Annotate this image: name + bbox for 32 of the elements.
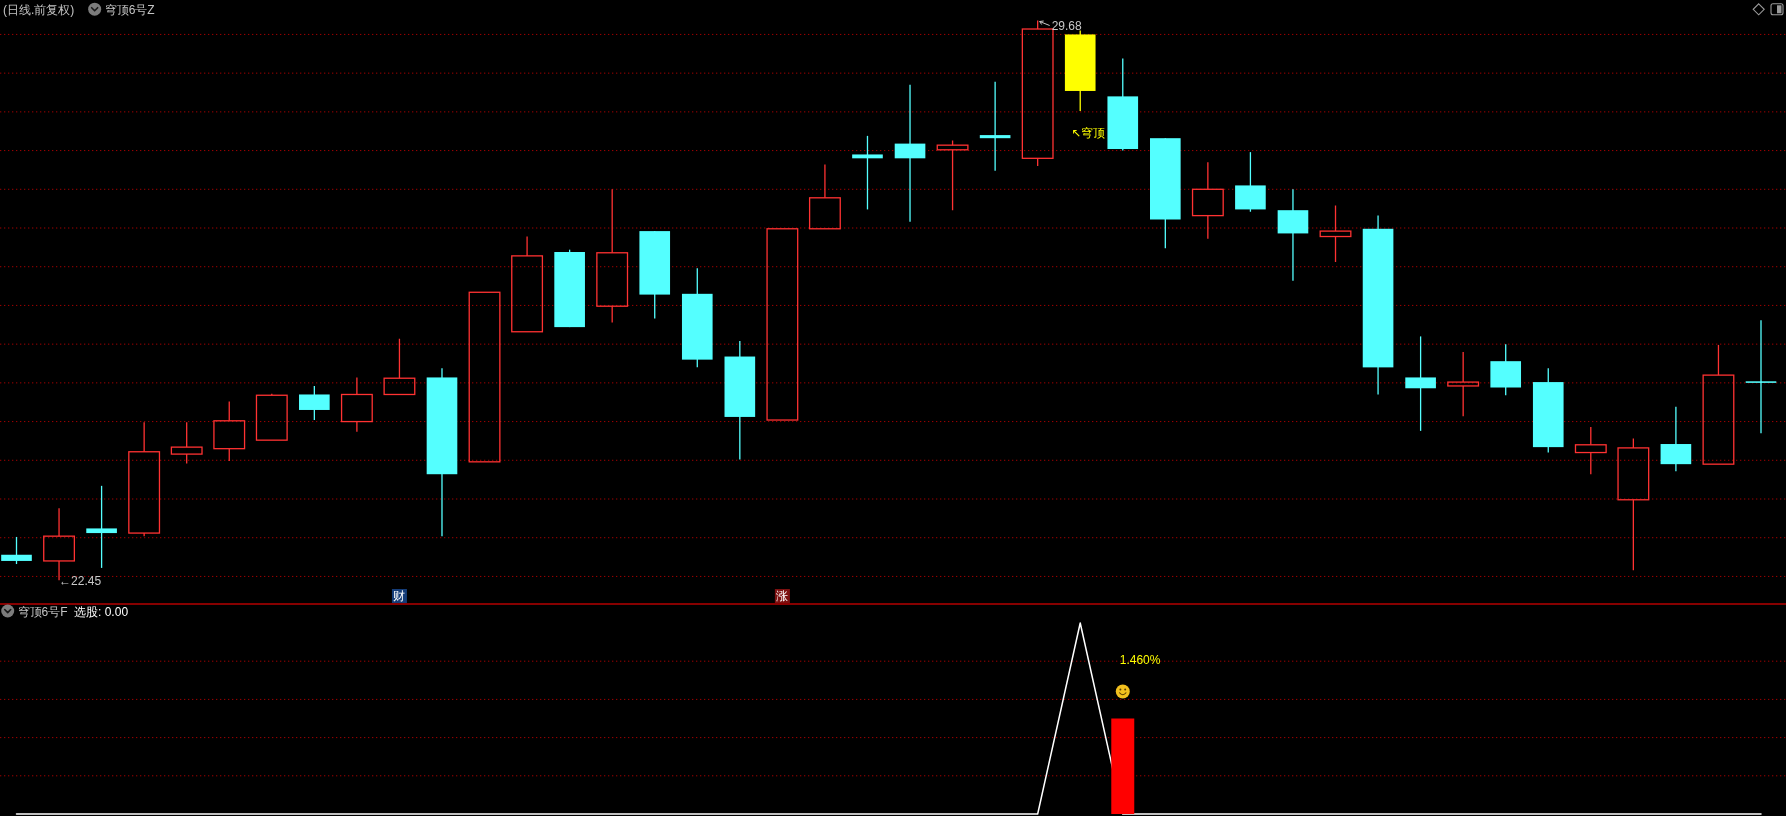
annotation: 29.68: [1051, 18, 1083, 33]
text: 选股: 0.00: [74, 604, 129, 619]
annotation: 1.460%: [1119, 652, 1161, 667]
candlestick: [852, 135, 883, 211]
candlestick: [1617, 437, 1650, 571]
text: 财: [393, 589, 406, 603]
chart-title: 穹顶6号F: [17, 604, 68, 619]
candlestick: [1319, 204, 1352, 263]
candlestick: [1447, 351, 1480, 417]
candlestick: [979, 81, 1011, 172]
candlestick: [936, 139, 969, 211]
candlestick: [340, 376, 373, 433]
candlestick: [1191, 161, 1224, 240]
candlestick: [596, 188, 629, 324]
candlestick: [1, 536, 32, 565]
annotation: ↖穹顶: [1071, 126, 1105, 140]
candlestick: [213, 400, 246, 462]
candlestick: [1702, 344, 1735, 465]
candlestick: [1745, 319, 1777, 434]
chart-subtitle: 穹顶6号Z: [104, 3, 155, 17]
candlestick: [128, 421, 161, 537]
candlestick: [808, 163, 841, 230]
candlestick: [1405, 335, 1436, 432]
candlestick: [511, 235, 544, 333]
candlestick: [894, 84, 926, 223]
text: 涨: [776, 589, 789, 603]
candlestick: [1574, 426, 1607, 475]
candlestick: [86, 485, 117, 569]
chart-title: (日线.前复权): [3, 3, 75, 17]
candlestick: [170, 421, 203, 465]
annotation: ←22.45: [59, 574, 102, 589]
candlestick: [383, 338, 416, 396]
